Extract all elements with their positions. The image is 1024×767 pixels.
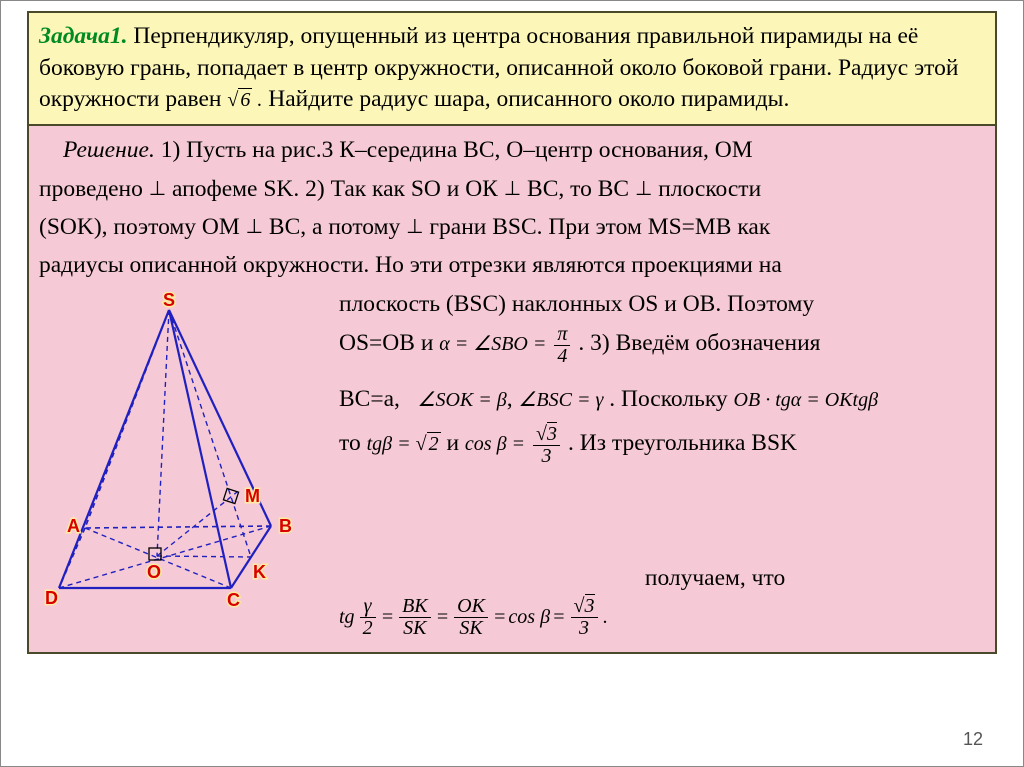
- equation-chain: tgγ2 = BKSK = OKSK = cos β = √33 .: [339, 596, 608, 639]
- svg-text:M: M: [245, 486, 260, 506]
- svg-text:K: K: [253, 562, 266, 582]
- perp-icon: ⊥: [635, 178, 652, 200]
- page-number: 12: [963, 729, 983, 750]
- cos-beta: cos β = √33: [465, 433, 568, 455]
- problem-box: Задача1. Перпендикуляр, опущенный из цен…: [27, 11, 997, 126]
- solution-line-4: радиусы описанной окружности. Но эти отр…: [39, 247, 985, 283]
- solution-box: Решение. 1) Пусть на рис.3 К–середина ВС…: [27, 126, 997, 654]
- svg-text:B: B: [279, 516, 292, 536]
- pyramid-diagram: S A B C D O K M: [39, 292, 329, 612]
- svg-text:A: A: [67, 516, 80, 536]
- perp-icon: ⊥: [406, 216, 423, 238]
- solution-line-1: Решение. 1) Пусть на рис.3 К–середина ВС…: [39, 132, 985, 168]
- svg-text:C: C: [227, 590, 240, 610]
- problem-text-after: Найдите радиус шара, описанного около пи…: [262, 86, 789, 112]
- alpha-eq: α = ∠SBO = π4: [439, 333, 578, 355]
- solution-title: Решение.: [63, 137, 155, 163]
- solution-line-2: проведено ⊥ апофеме SK. 2) Так как SO и …: [39, 171, 985, 207]
- perp-icon: ⊥: [149, 178, 166, 200]
- solution-line-3: (SOK), поэтому ОМ ⊥ ВС, а потому ⊥ грани…: [39, 209, 985, 245]
- svg-text:D: D: [45, 588, 58, 608]
- svg-text:S: S: [163, 292, 175, 310]
- problem-title: Задача1.: [39, 23, 128, 49]
- perp-icon: ⊥: [246, 216, 263, 238]
- svg-text:O: O: [147, 562, 161, 582]
- perp-icon: ⊥: [504, 178, 521, 200]
- tg-beta: tgβ = √2: [367, 432, 441, 455]
- slide: Задача1. Перпендикуляр, опущенный из цен…: [0, 0, 1024, 767]
- sqrt-6: √6 .: [227, 88, 262, 111]
